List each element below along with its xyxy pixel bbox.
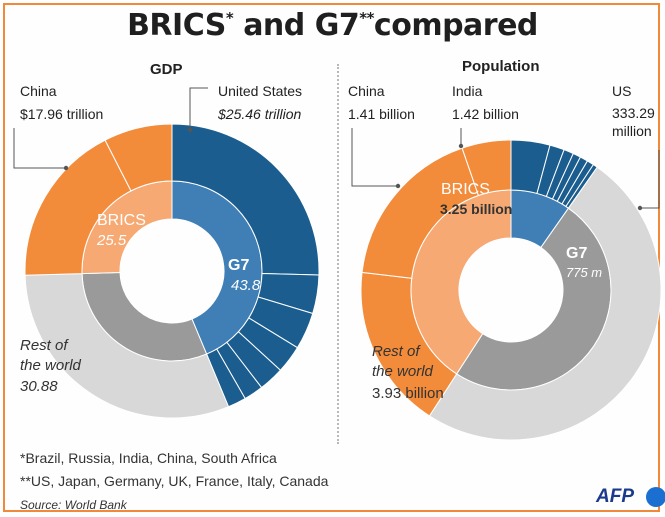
gdp-g7-value: 43.8: [231, 277, 261, 294]
pop-china-value: 1.41 billion: [348, 106, 415, 122]
afp-logo: AFP: [596, 486, 634, 507]
pop-us-label: US: [612, 83, 632, 99]
gdp-us-label: United States: [218, 83, 303, 99]
pop-rest-outer-slice: [428, 166, 662, 441]
pop-rest-label: Rest of: [372, 343, 421, 360]
gdp-rest-label-line2: the world: [20, 357, 82, 374]
pop-china-label: China: [348, 83, 385, 99]
pop-g7-value: 775 m: [566, 265, 602, 280]
gdp-chart-title: GDP: [150, 61, 183, 78]
footnote-brics: *Brazil, Russia, India, China, South Afr…: [20, 450, 277, 466]
pop-brics-member-slice: [461, 139, 512, 197]
pop-rest-value: 3.93 billion: [372, 385, 444, 402]
pop-rest-label-line2: the world: [372, 363, 434, 380]
gdp-us-leader: [189, 87, 208, 130]
gdp-us-leader-dot: [187, 127, 193, 133]
pop-china-leader-dot: [395, 183, 401, 189]
pop-us-leader: [640, 150, 660, 209]
infographic-frame: [3, 3, 660, 512]
infographic-title: BRICS* and G7**compared: [127, 8, 538, 43]
gdp-g7-member-slice: [171, 123, 320, 276]
pop-us-value: 333.29 million: [612, 105, 655, 139]
gdp-china-label: China: [20, 83, 57, 99]
gdp-rest-outer-slice: [24, 273, 230, 419]
source-note: Source: World Bank: [20, 498, 127, 512]
gdp-china-value: $17.96 trillion: [20, 106, 104, 122]
gdp-brics-member-slice: [104, 123, 173, 192]
gdp-g7-label: G7: [228, 257, 249, 274]
gdp-brics-label: BRICS: [97, 212, 146, 229]
footnote-g7: **US, Japan, Germany, UK, France, Italy,…: [20, 473, 329, 489]
population-chart-title: Population: [462, 58, 540, 75]
gdp-us-value: $25.46 trillion: [218, 106, 302, 122]
gdp-rest-value: 30.88: [20, 378, 58, 395]
pop-india-value: 1.42 billion: [452, 106, 519, 122]
pop-us-leader-dot: [637, 205, 643, 211]
pop-brics-label: BRICS: [441, 181, 490, 198]
gdp-china-leader-dot: [63, 165, 69, 171]
gdp-rest-label: Rest of: [20, 337, 69, 354]
gdp-brics-value: 25.5: [96, 232, 127, 249]
pop-brics-value: 3.25 billion: [440, 201, 512, 217]
afp-logo-dot: [646, 487, 665, 507]
gdp-china-leader: [13, 128, 66, 169]
pop-china-leader: [351, 128, 398, 187]
pop-india-label: India: [452, 83, 483, 99]
pop-india-leader-dot: [458, 143, 464, 149]
panel-divider: [337, 64, 339, 444]
pop-g7-label: G7: [566, 245, 587, 262]
